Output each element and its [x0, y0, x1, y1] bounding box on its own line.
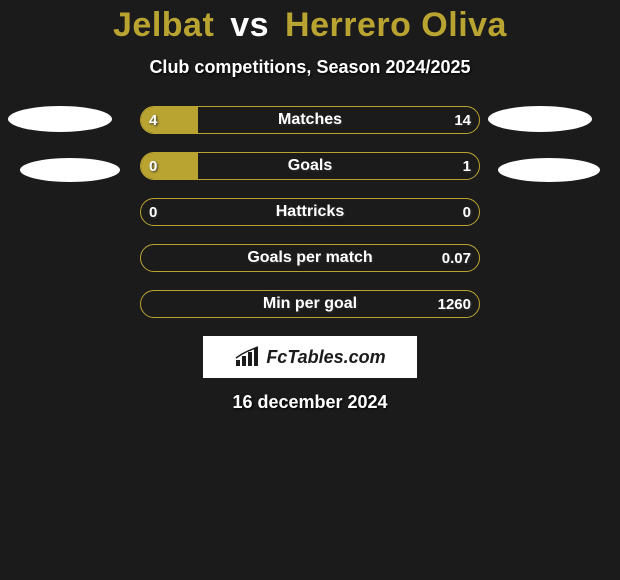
bar-track: 414Matches	[140, 106, 480, 134]
stat-row: 0.07Goals per match	[0, 244, 620, 272]
watermark-text: FcTables.com	[266, 347, 385, 368]
stat-row: 0 0Hattricks	[0, 198, 620, 226]
date: 16 december 2024	[0, 392, 620, 413]
chart-icon	[234, 346, 260, 368]
player1-name: Jelbat	[113, 6, 214, 44]
comparison-card: Jelbat vs Herrero Oliva Club competition…	[0, 0, 620, 413]
side-ellipse	[488, 106, 592, 132]
subtitle: Club competitions, Season 2024/2025	[0, 57, 620, 78]
watermark: FcTables.com	[203, 336, 417, 378]
vs-label: vs	[230, 6, 269, 44]
stat-right-value: 1260	[438, 291, 471, 317]
bar-track: 0.07Goals per match	[140, 244, 480, 272]
stat-right-value: 14	[454, 107, 471, 133]
stat-right-value: 0.07	[442, 245, 471, 271]
stat-rows: 414Matches01Goals00Hattricks0.07Goals pe…	[0, 106, 620, 318]
stat-right-value: 1	[463, 153, 471, 179]
stat-label: Min per goal	[141, 291, 479, 317]
stat-label: Goals per match	[141, 245, 479, 271]
stat-left-value: 0	[149, 199, 157, 225]
stat-left-value: 0	[149, 153, 157, 179]
side-ellipse	[498, 158, 600, 182]
stat-left-value: 4	[149, 107, 157, 133]
bar-track: 1260Min per goal	[140, 290, 480, 318]
side-ellipse	[20, 158, 120, 182]
title: Jelbat vs Herrero Oliva	[0, 6, 620, 45]
bar-track: 01Goals	[140, 152, 480, 180]
stat-row: 1260Min per goal	[0, 290, 620, 318]
side-ellipse	[8, 106, 112, 132]
bar-track: 0 0Hattricks	[140, 198, 480, 226]
player2-name: Herrero Oliva	[285, 6, 507, 44]
stat-right-value: 0	[463, 199, 471, 225]
stat-label: Hattricks	[141, 199, 479, 225]
